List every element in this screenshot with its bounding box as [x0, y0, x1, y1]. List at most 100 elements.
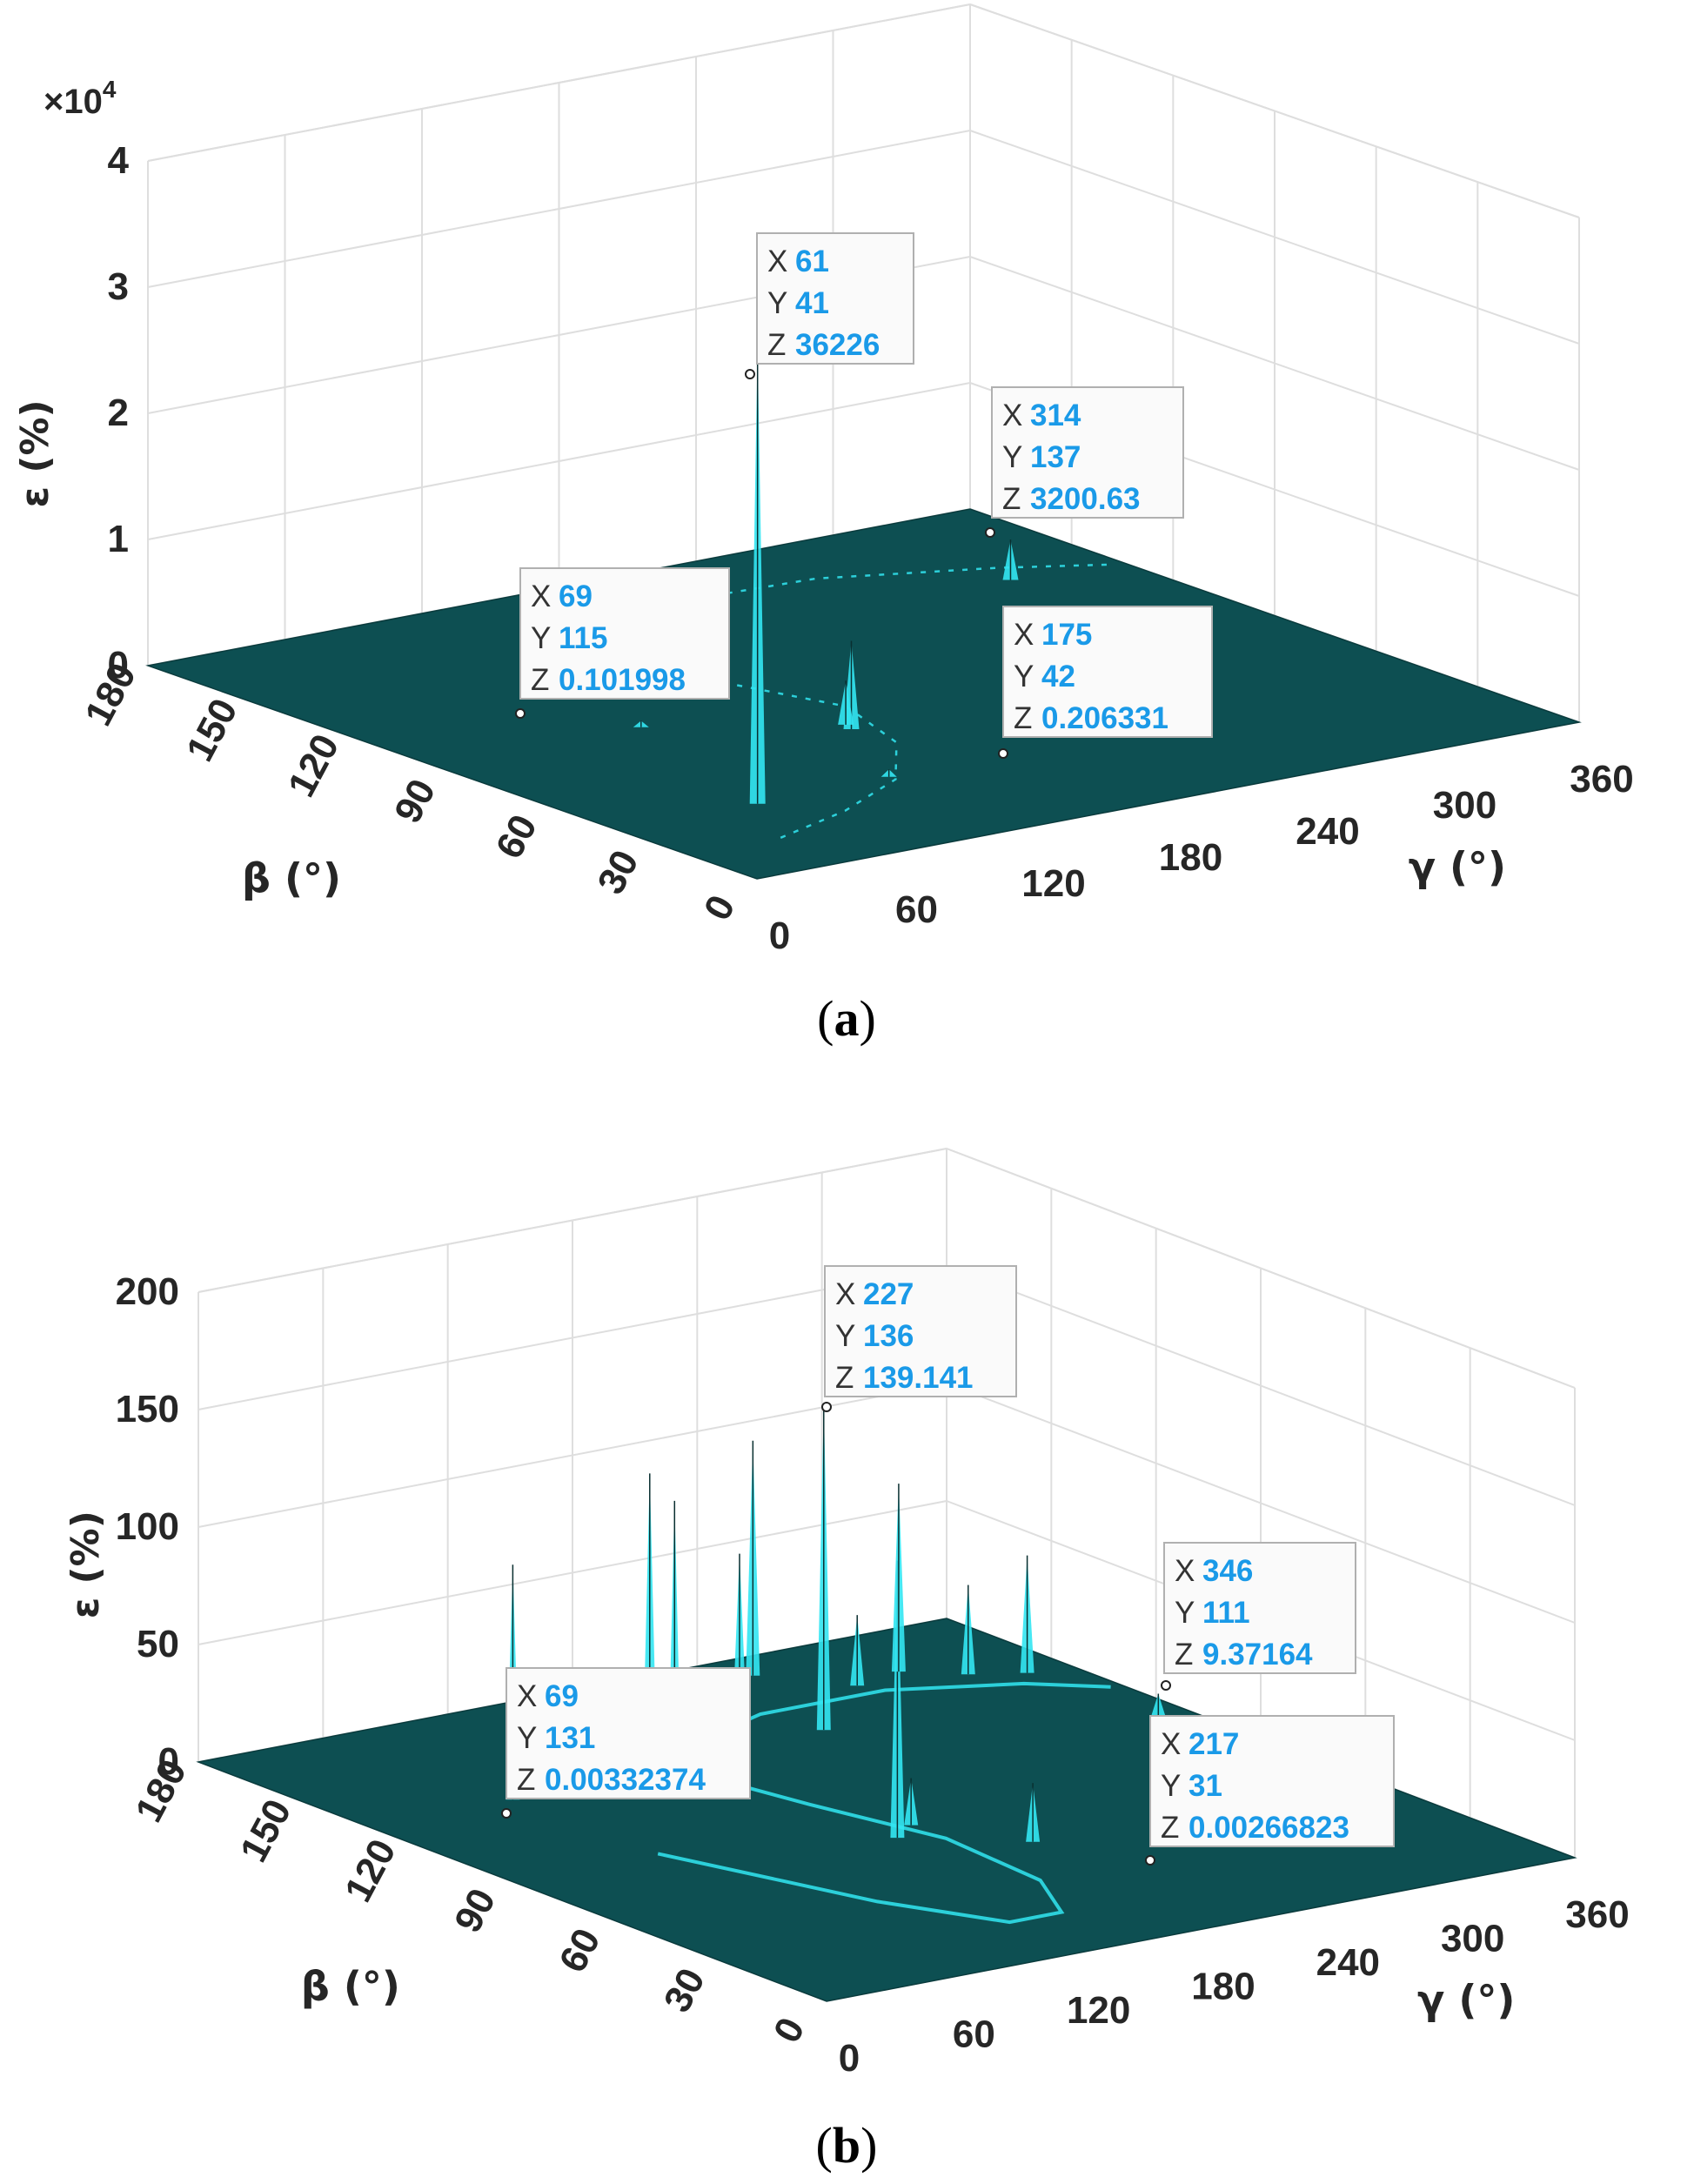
datatip-key: X: [1175, 1554, 1195, 1588]
x-tick-label: 300: [1433, 784, 1496, 827]
caption-open: (: [817, 990, 834, 1047]
datatip-key: Y: [1161, 1769, 1181, 1803]
z-tick-label: 50: [137, 1623, 179, 1665]
datatip-key: Y: [1175, 1596, 1195, 1630]
grid-line: [946, 1265, 1576, 1506]
grid-line: [969, 130, 1580, 345]
datatip-value: 227: [863, 1277, 914, 1311]
y-tick-label: 180: [77, 656, 144, 733]
y-tick-label: 180: [127, 1752, 195, 1829]
box-edge: [969, 3, 1580, 218]
datatip-box: [1149, 1715, 1395, 1847]
y-axis-label: β (°): [301, 1963, 400, 2010]
datatip-value: 175: [1041, 618, 1092, 652]
datatip-key: Y: [517, 1721, 537, 1755]
z-axis-label: ε (%): [64, 1511, 108, 1618]
datatip-value: 314: [1030, 399, 1081, 432]
datatip-marker: [745, 369, 755, 379]
datatip-marker: [515, 708, 526, 719]
y-tick-label: 120: [337, 1832, 405, 1909]
x-tick-label: 360: [1565, 1893, 1629, 1936]
datatip-key: X: [531, 579, 551, 613]
datatip-key: Z: [1175, 1638, 1193, 1671]
caption-close: ): [860, 990, 876, 1047]
datatip: X 69Y 131 Z 0.00332374: [501, 1667, 751, 1819]
y-tick-label: 0: [766, 2011, 814, 2050]
z-exponent-label: ×104: [44, 76, 117, 121]
grid-line: [198, 1265, 947, 1410]
datatip-box: [991, 386, 1184, 519]
z-axis-label: ε (%): [13, 399, 57, 507]
datatip-key: Z: [517, 1763, 535, 1797]
z-tick-label: 4: [108, 139, 130, 182]
datatip-key: X: [835, 1277, 855, 1311]
datatip-marker: [1145, 1855, 1155, 1866]
datatip-value: 0.206331: [1041, 701, 1168, 735]
x-axis-label: γ (°): [1409, 843, 1506, 890]
y-tick-label: 90: [446, 1882, 504, 1939]
datatip-box: [824, 1265, 1017, 1397]
datatip-value: 0.00266823: [1188, 1811, 1349, 1845]
datatip-marker: [1161, 1680, 1171, 1691]
chart-panel-a: 0 1 2 3 4 0 60 120 180 240 300 360 0 30 60 90 120 150 180 ε…: [13, 3, 1634, 1047]
caption-letter: b: [833, 2117, 860, 2174]
datatip-key: X: [1002, 399, 1022, 432]
datatip: X 69Y 115 Z 0.101998: [515, 567, 730, 719]
x-tick-label: 60: [895, 888, 938, 931]
z-tick-label: 0: [108, 644, 129, 687]
datatip-key: Z: [1014, 701, 1032, 735]
chart-panel-b: 0 50 100 150 200 0 60 120 180 240 300 360 0 30 60 90 120…: [0, 1092, 1694, 2184]
grid-lines: [147, 3, 1580, 723]
datatip-value: 41: [795, 286, 829, 320]
datatip-key: Y: [1002, 440, 1022, 474]
datatip-key: Z: [1002, 482, 1021, 516]
datatip-box: [519, 567, 730, 700]
datatip-marker: [998, 748, 1008, 759]
datatip-value: 31: [1188, 1769, 1222, 1803]
panel-caption: (b): [816, 2117, 878, 2174]
datatip-box: [1002, 606, 1213, 738]
y-tick-label: 0: [696, 888, 744, 928]
datatip-value: 3200.63: [1030, 482, 1141, 516]
y-tick-label: 60: [551, 1921, 608, 1979]
datatip-key: Y: [835, 1319, 855, 1353]
datatip-box: [1163, 1542, 1356, 1674]
z-tick-label: 150: [116, 1388, 179, 1430]
y-tick-label: 150: [178, 692, 246, 768]
z-tick-label: 100: [116, 1505, 179, 1548]
datatip-value: 69: [559, 579, 593, 613]
x-tick-label: 240: [1316, 1941, 1380, 1984]
datatip-key: Z: [767, 328, 786, 362]
datatip-key: X: [767, 245, 787, 278]
x-tick-label: 360: [1570, 758, 1633, 801]
z-tick-label: 0: [158, 1740, 179, 1783]
panel-caption: (a): [817, 990, 876, 1047]
ridge-curve: [657, 1681, 1111, 1925]
datatip-marker: [985, 527, 995, 538]
datatip-value: 0.00332374: [545, 1763, 706, 1797]
datatip-key: Z: [1161, 1811, 1179, 1845]
caption-letter: a: [834, 990, 860, 1047]
box-edge: [147, 3, 971, 162]
x-tick-label: 300: [1441, 1918, 1504, 1960]
y-tick-label: 90: [386, 773, 444, 830]
datatip-key: Y: [1014, 660, 1034, 693]
x-tick-label: 0: [839, 2037, 860, 2080]
surface-plot-a: 0 1 2 3 4 0 60 120 180 240 300 360 0 30 60 90 120 150 180 ε…: [13, 3, 1634, 1047]
datatip-box: [756, 232, 914, 365]
grid-line: [147, 130, 971, 288]
datatip-value: 139.141: [863, 1361, 974, 1395]
datatip-value: 131: [545, 1721, 595, 1755]
box-edge: [198, 1148, 947, 1293]
datatip-value: 136: [863, 1319, 914, 1353]
datatip-value: 69: [545, 1679, 579, 1713]
x-axis-label: γ (°): [1417, 1977, 1515, 2024]
x-tick-label: 0: [769, 914, 790, 957]
x-tick-label: 60: [953, 2013, 995, 2056]
